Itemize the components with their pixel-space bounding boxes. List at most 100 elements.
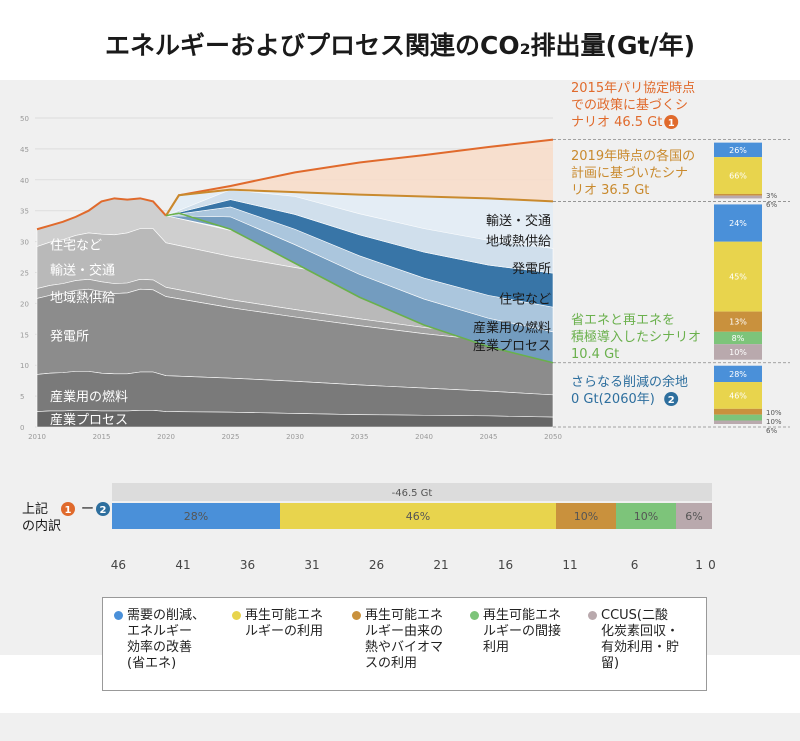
side-bar-label-outside: 6% — [766, 427, 777, 435]
side-bar-segment — [714, 365, 762, 383]
breakdown-header — [112, 483, 712, 501]
legend-dot — [232, 611, 241, 620]
scenario-annotation-line: 計画に基づいたシナ — [571, 165, 688, 181]
breakdown-x-tick: 26 — [369, 558, 384, 572]
y-tick-label: 25 — [20, 270, 29, 278]
scenario-badge-2-label: 2 — [668, 395, 675, 406]
breakdown-x-tick: 31 — [304, 558, 319, 572]
side-bar-segment — [714, 142, 762, 158]
sector-label-right: 産業プロセス — [473, 338, 551, 354]
scenario-annotation-line: リオ 36.5 Gt — [571, 183, 649, 198]
breakdown-x-tick: 41 — [175, 558, 190, 572]
side-bar-segment — [714, 204, 762, 242]
legend-text: 再生可能エネ ルギー由来の 熱やバイオマ スの利用 — [365, 608, 444, 671]
breakdown-segment — [676, 503, 712, 529]
side-bar-label: 26% — [729, 146, 747, 155]
breakdown-segment-label: 28% — [184, 510, 208, 523]
side-bar-label: 46% — [729, 391, 747, 400]
y-tick-label: 10 — [20, 362, 29, 370]
legend: 需要の削減、 エネルギー 効率の改善 (省エネ) 再生可能エネ ルギーの利用 再生可… — [102, 597, 707, 691]
x-tick-label: 2010 — [28, 433, 46, 441]
y-tick-label: 20 — [20, 300, 29, 308]
side-bar-label: 10% — [729, 348, 747, 357]
sector-label-left: 地域熱供給 — [50, 291, 115, 306]
y-tick-label: 40 — [20, 177, 29, 185]
sector-label-left: 住宅など — [50, 239, 102, 254]
x-tick-label: 2025 — [222, 433, 240, 441]
legend-item-ccus: CCUS(二酸 化炭素回収・ 有効利用・貯 留) — [588, 608, 680, 672]
sector-label-right: 発電所 — [512, 262, 551, 277]
scenario-annotation-line: 2019年時点の各国の — [571, 148, 695, 164]
breakdown-x-tick: 21 — [433, 558, 448, 572]
y-tick-label: 15 — [20, 331, 29, 339]
y-tick-label: 30 — [20, 239, 29, 247]
legend-item-renewable_power: 再生可能エネ ルギーの利用 — [232, 608, 324, 640]
breakdown-x-tick: 11 — [562, 558, 577, 572]
breakdown-segment-label: 10% — [574, 510, 598, 523]
scenario-line-2 — [165, 188, 554, 217]
sector-label-right: 輸送・交通 — [486, 213, 551, 229]
breakdown-dash: ー — [81, 502, 94, 517]
breakdown-badge-to — [96, 502, 110, 516]
y-tick-label: 45 — [20, 146, 29, 154]
side-bar-segment — [714, 311, 762, 332]
x-tick-label: 2015 — [93, 433, 111, 441]
scenario-annotation-line: 0 Gt(2060年) — [571, 392, 655, 407]
side-bar-segment — [714, 382, 762, 409]
scenario-annotation-line: ナリオ 46.5 Gt — [571, 115, 662, 130]
breakdown-badge-from — [61, 502, 75, 516]
side-bar-segment — [714, 241, 762, 312]
legend-text: 需要の削減、 エネルギー 効率の改善 (省エネ) — [127, 608, 206, 671]
sector-label-right: 産業用の燃料 — [473, 320, 551, 336]
legend-text: CCUS(二酸 化炭素回収・ 有効利用・貯 留) — [601, 608, 680, 671]
side-bar-segment — [714, 408, 762, 415]
breakdown-x-tick: 36 — [240, 558, 255, 572]
side-bar-label: 66% — [729, 172, 747, 181]
scenario-annotation-line: での政策に基づくシ — [571, 97, 688, 113]
legend-item-renewable_indirect: 再生可能エネ ルギーの間接 利用 — [470, 608, 562, 656]
sector-label-left: 産業プロセス — [50, 412, 128, 428]
breakdown-segment — [280, 503, 556, 529]
breakdown-segment — [616, 503, 676, 529]
legend-text: 再生可能エネ ルギーの利用 — [245, 608, 324, 639]
side-bar-segment — [714, 414, 762, 421]
side-bar-label: 45% — [729, 273, 747, 282]
sector-label-right: 地域熱供給 — [486, 234, 551, 249]
legend-text: 再生可能エネ ルギーの間接 利用 — [483, 608, 562, 655]
scenario-annotation-line: さらなる削減の余地 — [571, 374, 688, 390]
breakdown-total-label: -46.5 Gt — [392, 488, 433, 499]
side-bar-label-outside: 6% — [766, 201, 777, 209]
legend-dot — [114, 611, 123, 620]
sector-label-left: 発電所 — [50, 330, 89, 345]
x-tick-label: 2030 — [286, 433, 304, 441]
sector-label-right: 住宅など — [499, 292, 551, 307]
legend-dot — [352, 611, 361, 620]
breakdown-segment — [112, 503, 280, 529]
scenario-badge-1 — [664, 115, 679, 129]
breakdown-badge-from-label: 1 — [65, 505, 72, 516]
breakdown-x-tick: 1 — [695, 558, 703, 572]
breakdown-x-tick: 16 — [498, 558, 513, 572]
scenario-annotation-line: 2015年パリ協定時点 — [571, 81, 695, 96]
side-bar-segment — [714, 193, 762, 196]
side-bar-label: 13% — [729, 318, 747, 327]
x-tick-label: 2040 — [415, 433, 433, 441]
chart-panel: 0 5 10 15 20 25 30 35 40 45 50 2010 2015 2020 2025 2030… — [0, 80, 800, 655]
side-bar-segment — [714, 157, 762, 194]
side-bar-label: 24% — [729, 219, 747, 228]
side-bar-label-outside: 10% — [766, 418, 782, 426]
reduction-wedge-4 — [165, 189, 554, 274]
side-bar-label: 8% — [732, 334, 745, 343]
side-bar-segment — [714, 344, 762, 360]
breakdown-x-tick: 46 — [111, 558, 126, 572]
legend-item-efficiency: 需要の削減、 エネルギー 効率の改善 (省エネ) — [114, 608, 206, 672]
legend-item-renewable_heat: 再生可能エネ ルギー由来の 熱やバイオマ スの利用 — [352, 608, 444, 672]
scenario-annotation-line: 10.4 Gt — [571, 347, 619, 362]
breakdown-segment-label: 46% — [406, 510, 430, 523]
chart-title: エネルギーおよびプロセス関連のCO₂排出量(Gt/年) — [104, 31, 695, 60]
legend-dot — [470, 611, 479, 620]
breakdown-x-tick: 6 — [631, 558, 639, 572]
scenario-annotation-line: 省エネと再エネを — [571, 313, 675, 328]
breakdown-row-label: の内訳 — [22, 518, 61, 534]
side-bar-label: 28% — [729, 370, 747, 379]
